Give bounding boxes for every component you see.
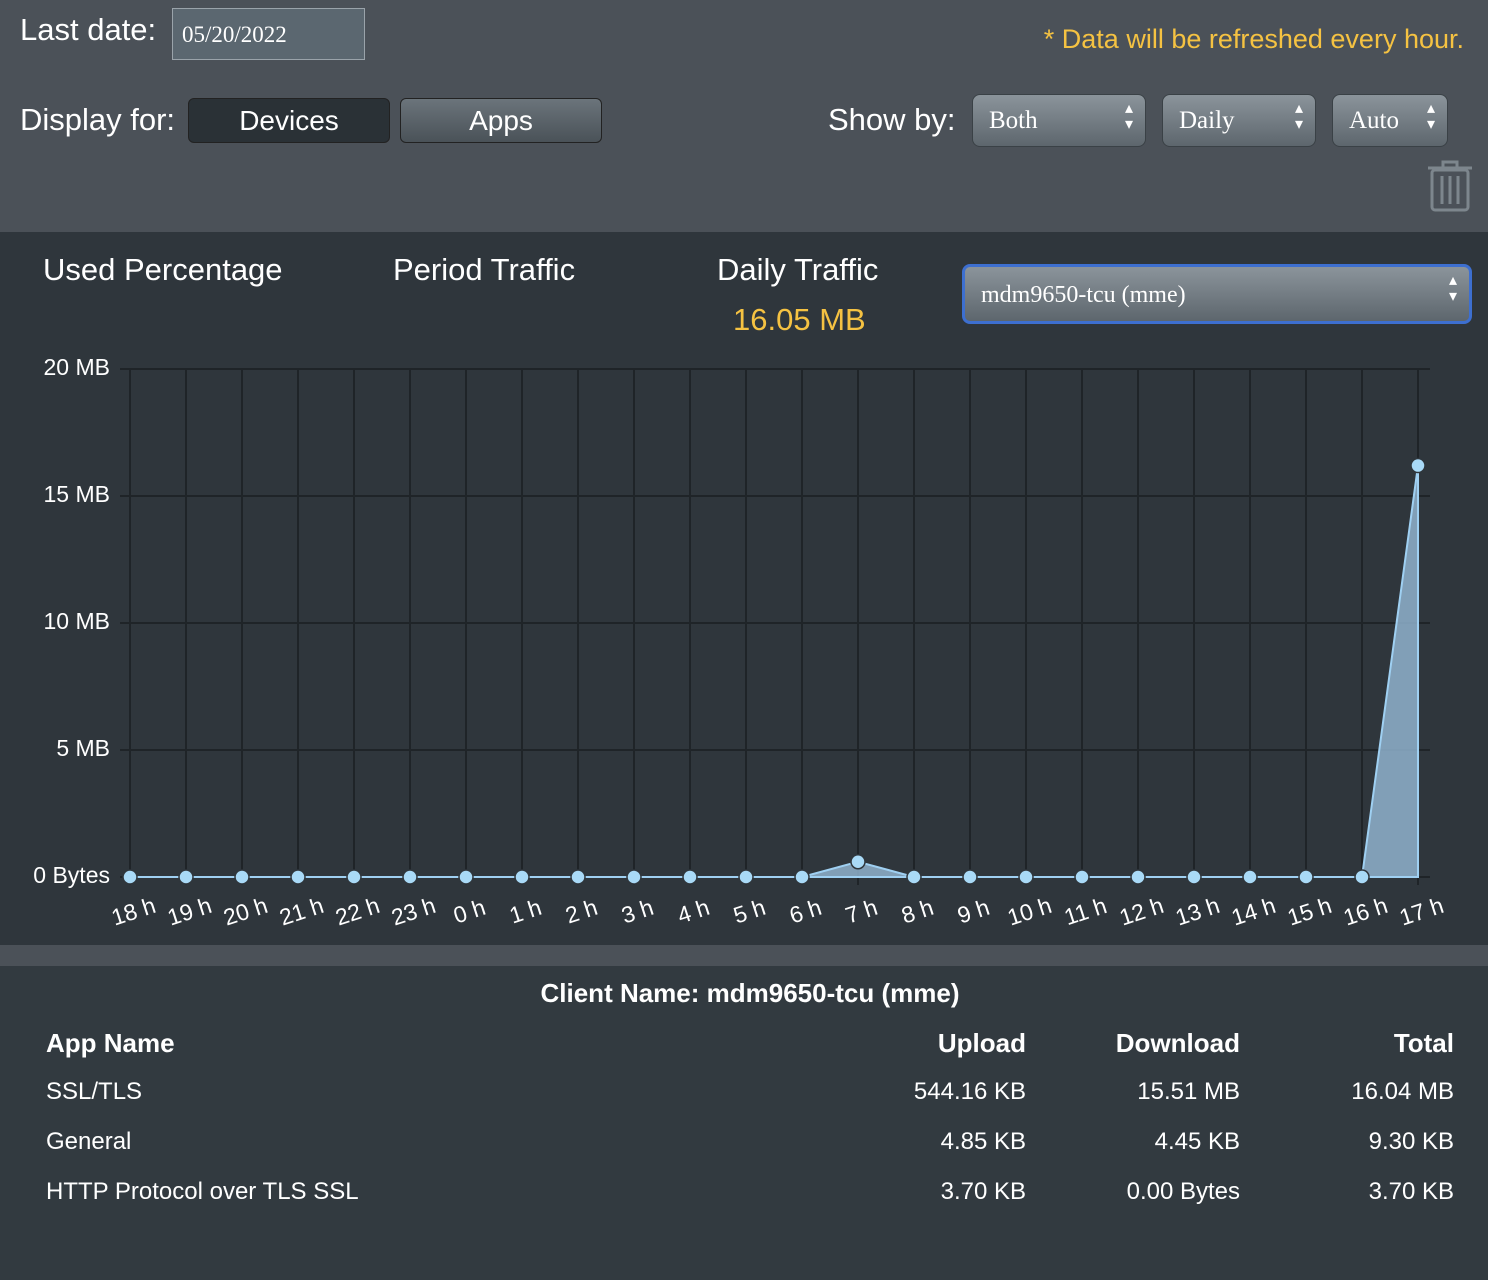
- data-point: [1242, 869, 1258, 885]
- display-for-label: Display for:: [20, 102, 176, 137]
- daily-traffic-value: 16.05 MB: [733, 302, 866, 337]
- x-tick-label: 11 h: [1061, 892, 1110, 930]
- x-tick-label: 17 h: [1396, 892, 1447, 931]
- table-cell: 4.45 KB: [1154, 1128, 1240, 1155]
- column-header: Total: [1393, 1028, 1454, 1058]
- tab[interactable]: Daily Traffic: [717, 252, 879, 287]
- unit-select[interactable]: Auto: [1332, 94, 1448, 147]
- data-point: [178, 869, 194, 885]
- tab[interactable]: Used Percentage: [43, 252, 283, 287]
- x-tick-label: 1 h: [506, 894, 544, 929]
- table-cell: HTTP Protocol over TLS SSL: [46, 1178, 359, 1205]
- x-tick-label: 16 h: [1340, 892, 1391, 931]
- data-point: [514, 869, 530, 885]
- data-point: [682, 869, 698, 885]
- data-point: [122, 869, 138, 885]
- data-point: [962, 869, 978, 885]
- data-point: [1130, 869, 1146, 885]
- data-point: [458, 869, 474, 885]
- table-cell: 4.85 KB: [940, 1128, 1026, 1155]
- x-tick-label: 21 h: [276, 892, 327, 931]
- x-tick-label: 8 h: [898, 894, 936, 929]
- client-select[interactable]: mdm9650-tcu (mme): [962, 264, 1472, 324]
- show-by-label: Show by:: [828, 102, 956, 137]
- x-tick-label: 13 h: [1172, 892, 1223, 931]
- table-cell: 0.00 Bytes: [1126, 1178, 1240, 1205]
- column-header: Upload: [937, 1028, 1026, 1058]
- x-tick-label: 10 h: [1004, 892, 1055, 931]
- table-cell: 544.16 KB: [913, 1078, 1026, 1105]
- x-tick-label: 5 h: [730, 894, 768, 929]
- x-tick-label: 14 h: [1228, 892, 1279, 931]
- x-tick-label: 7 h: [842, 894, 880, 929]
- data-point: [1074, 869, 1090, 885]
- trash-icon[interactable]: [1428, 160, 1472, 212]
- devices-button[interactable]: Devices: [188, 98, 390, 143]
- x-tick-label: 0 h: [450, 894, 488, 929]
- refresh-note: * Data will be refreshed every hour.: [1043, 24, 1464, 54]
- data-point: [570, 869, 586, 885]
- x-tick-label: 9 h: [954, 894, 992, 929]
- data-point: [1018, 869, 1034, 885]
- data-point: [794, 869, 810, 885]
- apps-button[interactable]: Apps: [400, 98, 602, 143]
- data-point: [234, 869, 250, 885]
- data-point: [738, 869, 754, 885]
- table-cell: 3.70 KB: [940, 1178, 1026, 1205]
- x-tick-label: 20 h: [220, 892, 271, 931]
- data-point: [1410, 457, 1426, 474]
- y-tick-label: 15 MB: [44, 481, 110, 507]
- direction-select[interactable]: Both: [972, 94, 1146, 147]
- area: [130, 465, 1419, 878]
- data-point: [346, 869, 362, 885]
- chart-panel: [0, 232, 1488, 945]
- table-cell: 15.51 MB: [1137, 1078, 1240, 1105]
- data-point: [1354, 869, 1370, 885]
- x-tick-label: 4 h: [674, 894, 712, 929]
- data-point: [1298, 869, 1314, 885]
- table-title: Client Name: mdm9650-tcu (mme): [540, 978, 960, 1008]
- x-tick-label: 2 h: [562, 894, 600, 929]
- data-point: [850, 854, 866, 870]
- y-tick-label: 10 MB: [44, 608, 110, 634]
- x-tick-label: 19 h: [164, 892, 215, 931]
- table-cell: General: [46, 1128, 132, 1155]
- x-tick-label: 22 h: [332, 892, 383, 931]
- table-cell: 9.30 KB: [1368, 1128, 1454, 1155]
- x-tick-label: 15 h: [1284, 892, 1335, 931]
- x-tick-label: 18 h: [108, 892, 159, 931]
- y-tick-label: 5 MB: [56, 735, 110, 761]
- date-input[interactable]: 05/20/2022: [172, 8, 365, 60]
- data-point: [906, 869, 922, 885]
- tab[interactable]: Period Traffic: [393, 252, 576, 287]
- table-cell: SSL/TLS: [46, 1078, 143, 1105]
- data-point: [402, 869, 418, 885]
- column-header: Download: [1115, 1028, 1240, 1058]
- y-tick-label: 20 MB: [44, 354, 110, 380]
- x-tick-label: 12 h: [1116, 892, 1167, 931]
- chart: 0 Bytes 5 MB 10 MB 15 MB 20 MB 18 h 19 h 20 h 21…: [33, 354, 1447, 931]
- table-cell: 16.04 MB: [1351, 1078, 1454, 1105]
- table-cell: 3.70 KB: [1368, 1178, 1454, 1205]
- x-tick-label: 23 h: [388, 892, 439, 931]
- data-point: [1186, 869, 1202, 885]
- last-date-label: Last date:: [20, 12, 157, 47]
- data-point: [626, 869, 642, 885]
- table-panel: [0, 966, 1488, 1280]
- x-tick-label: 6 h: [786, 894, 824, 929]
- x-tick-label: 3 h: [618, 894, 656, 929]
- data-point: [290, 869, 306, 885]
- column-header: App Name: [46, 1028, 175, 1058]
- y-tick-label: 0 Bytes: [33, 862, 110, 888]
- period-select[interactable]: Daily: [1162, 94, 1316, 147]
